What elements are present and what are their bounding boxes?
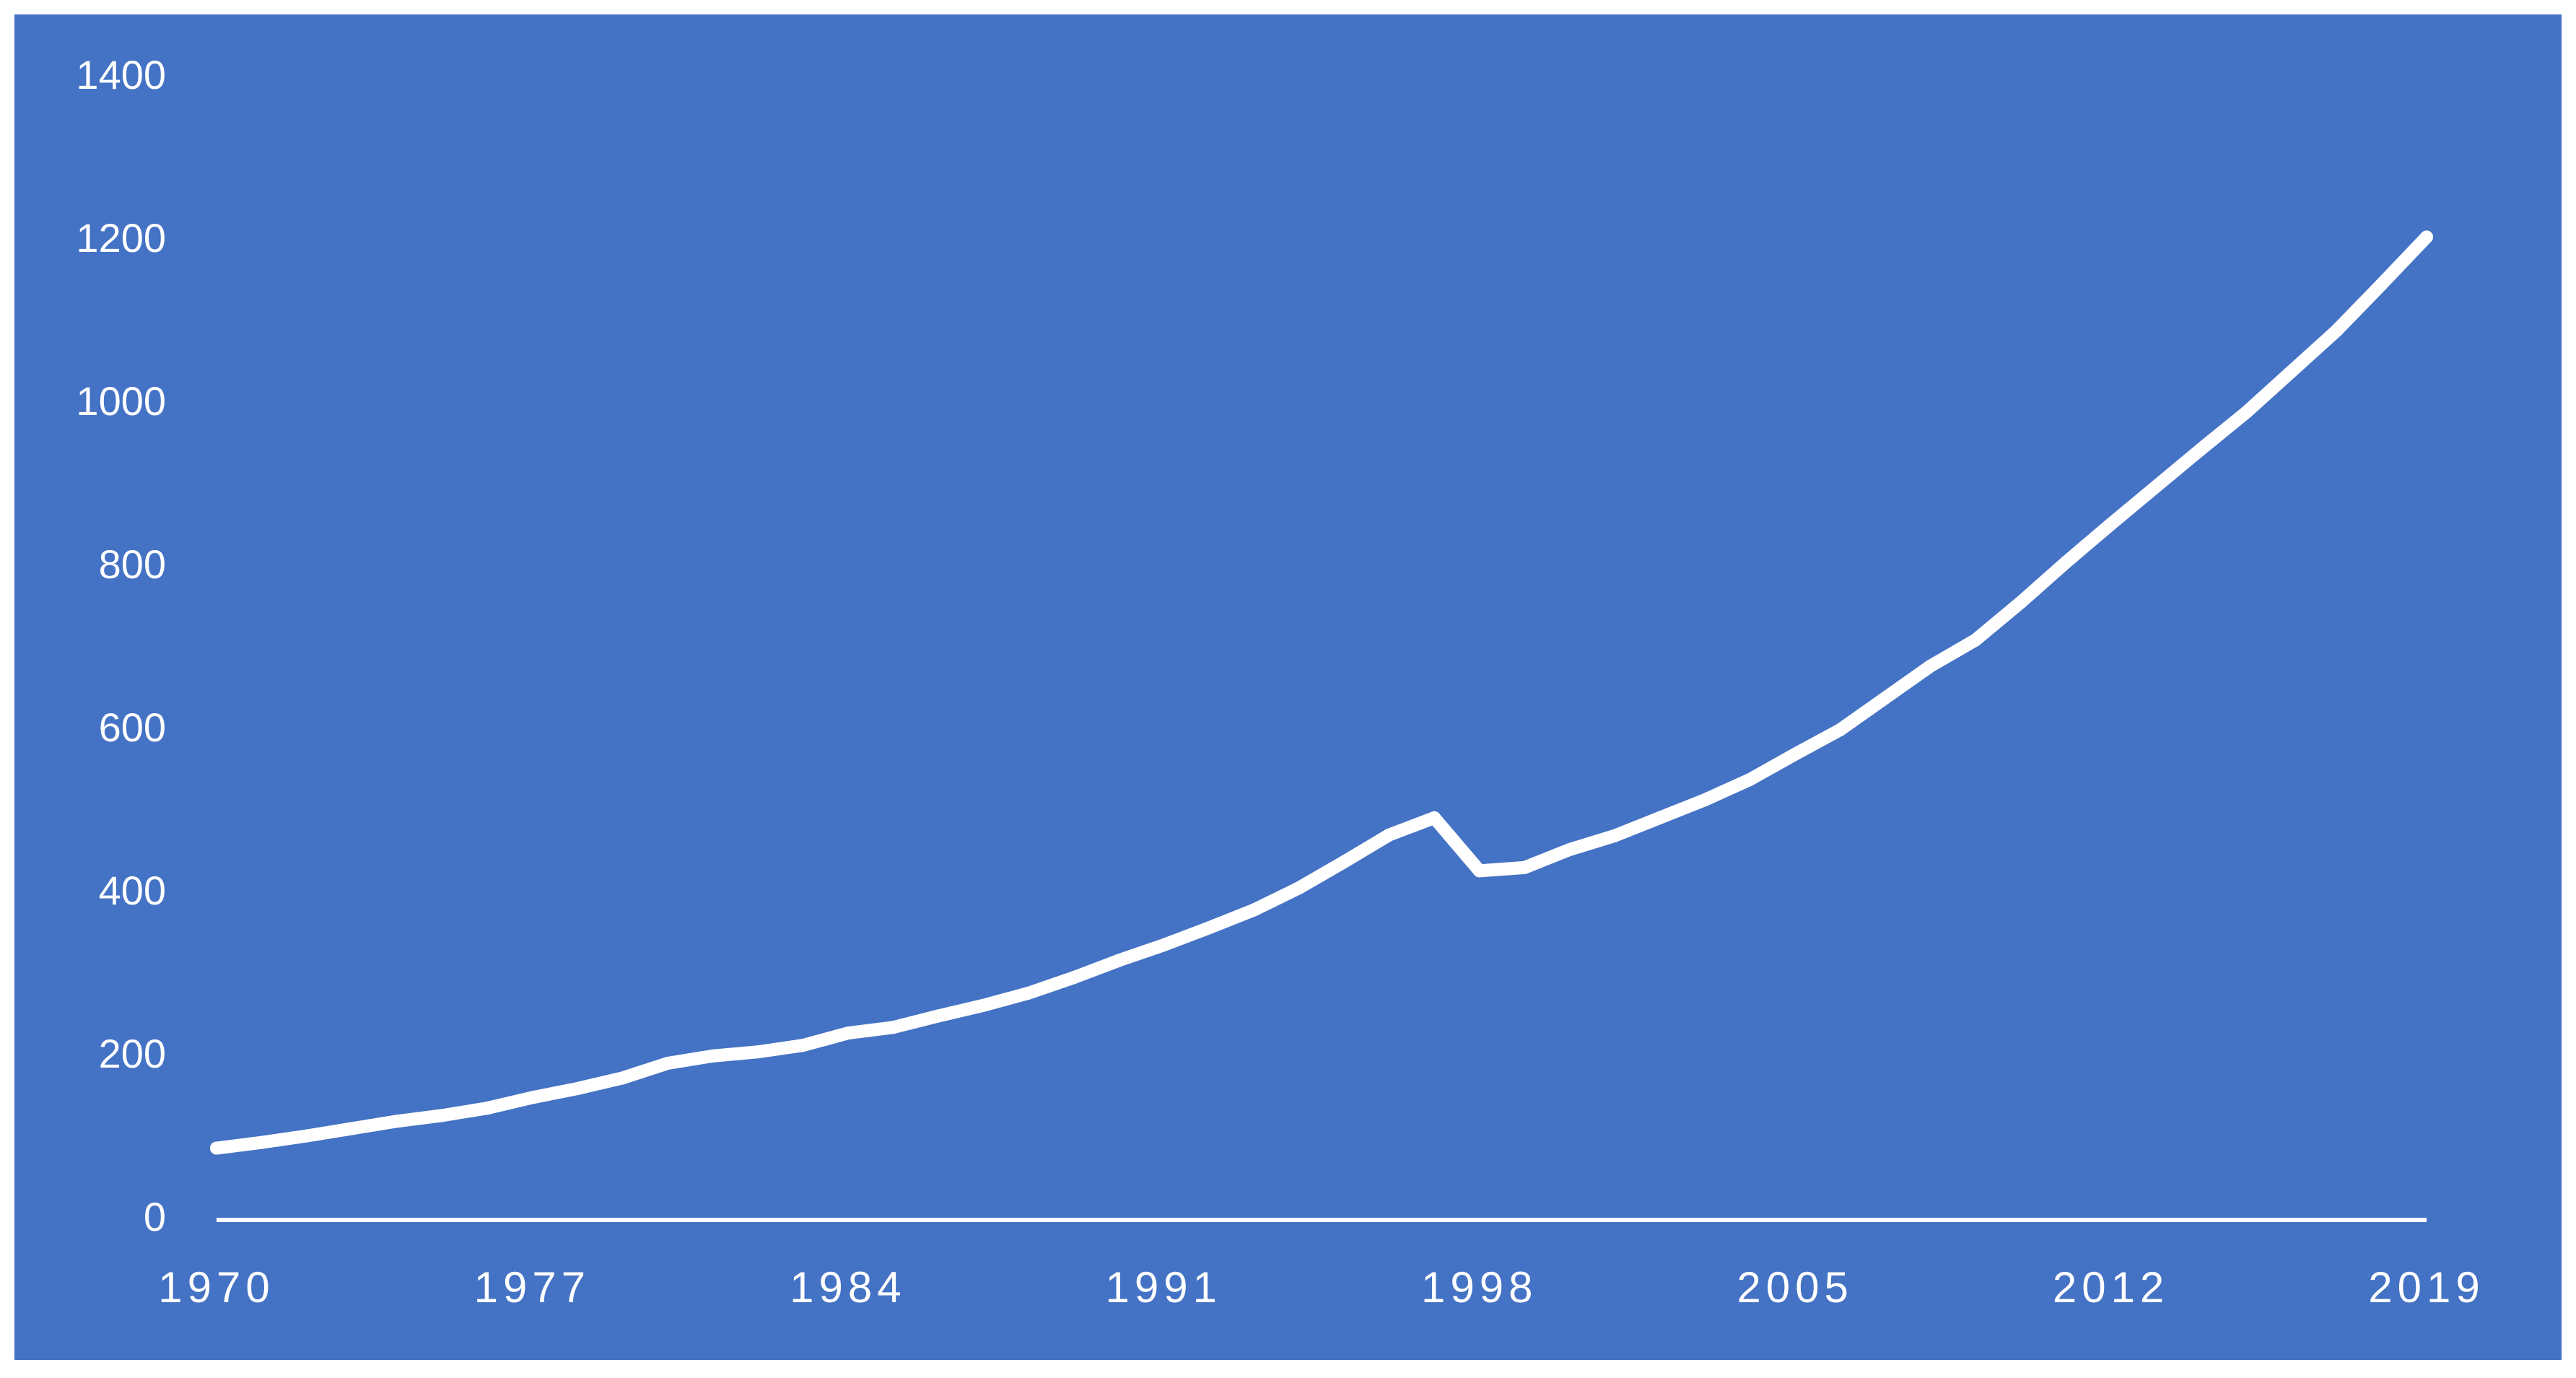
data-point-1997 bbox=[1428, 811, 1441, 824]
data-point-2003 bbox=[1698, 793, 1712, 807]
data-point-1972 bbox=[300, 1129, 313, 1143]
data-point-2009 bbox=[1969, 633, 1983, 647]
x-tick-label-1984: 1984 bbox=[790, 1263, 906, 1312]
data-point-1971 bbox=[255, 1135, 268, 1149]
data-point-2015 bbox=[2240, 406, 2253, 419]
data-point-1974 bbox=[390, 1115, 403, 1128]
data-point-1987 bbox=[977, 998, 990, 1012]
data-point-1991 bbox=[1157, 938, 1171, 952]
data-point-1976 bbox=[480, 1102, 494, 1115]
data-point-2010 bbox=[2014, 596, 2027, 609]
data-point-2011 bbox=[2059, 556, 2073, 570]
y-tick-label-800: 800 bbox=[99, 541, 166, 587]
data-point-2007 bbox=[1879, 691, 1892, 705]
y-axis-tick-labels: 0 200 400 600 800 1000 1200 1400 bbox=[76, 52, 166, 1239]
data-point-1983 bbox=[796, 1039, 810, 1052]
data-point-1994 bbox=[1292, 881, 1306, 895]
x-tick-label-2019: 2019 bbox=[2368, 1263, 2484, 1312]
x-tick-label-1991: 1991 bbox=[1106, 1263, 1222, 1312]
data-point-2017 bbox=[2330, 324, 2344, 338]
series-line bbox=[210, 230, 2433, 1155]
drop-lines bbox=[214, 237, 2429, 1220]
y-tick-label-200: 200 bbox=[99, 1031, 166, 1076]
data-point-1984 bbox=[841, 1026, 855, 1040]
y-tick-label-1400: 1400 bbox=[76, 52, 166, 97]
y-tick-label-0: 0 bbox=[144, 1194, 166, 1239]
data-point-2018 bbox=[2375, 277, 2388, 291]
data-point-2004 bbox=[1743, 772, 1757, 786]
data-point-2016 bbox=[2284, 365, 2298, 378]
x-tick-label-1970: 1970 bbox=[158, 1263, 274, 1312]
data-point-1977 bbox=[525, 1091, 539, 1104]
data-point-1986 bbox=[931, 1009, 945, 1023]
data-point-1992 bbox=[1202, 921, 1215, 935]
data-point-1999 bbox=[1518, 860, 1532, 874]
data-point-1979 bbox=[616, 1071, 629, 1085]
x-axis-tick-labels: 1970 1977 1984 1991 1998 2005 2012 2019 bbox=[158, 1263, 2484, 1312]
data-point-2000 bbox=[1563, 842, 1576, 856]
data-point-1998 bbox=[1472, 864, 1486, 878]
y-tick-label-1000: 1000 bbox=[76, 378, 166, 424]
x-tick-label-1998: 1998 bbox=[1421, 1263, 1537, 1312]
data-point-2002 bbox=[1653, 811, 1667, 824]
data-point-2005 bbox=[1789, 747, 1802, 761]
data-point-2006 bbox=[1833, 723, 1847, 736]
data-point-2013 bbox=[2149, 480, 2163, 494]
data-point-1982 bbox=[751, 1045, 764, 1059]
y-tick-label-400: 400 bbox=[99, 868, 166, 913]
y-tick-label-1200: 1200 bbox=[76, 215, 166, 261]
data-point-1995 bbox=[1337, 855, 1351, 868]
data-point-1996 bbox=[1382, 828, 1396, 842]
x-tick-label-2005: 2005 bbox=[1737, 1263, 1853, 1312]
x-tick-label-1977: 1977 bbox=[474, 1263, 590, 1312]
x-tick-label-2012: 2012 bbox=[2053, 1263, 2169, 1312]
data-point-1988 bbox=[1021, 986, 1035, 1000]
data-point-1980 bbox=[660, 1057, 674, 1070]
data-point-1985 bbox=[886, 1021, 900, 1034]
data-point-1970 bbox=[210, 1141, 223, 1155]
data-point-1973 bbox=[345, 1122, 359, 1135]
y-tick-label-600: 600 bbox=[99, 705, 166, 750]
data-point-1978 bbox=[570, 1082, 584, 1096]
data-point-2001 bbox=[1608, 829, 1622, 842]
data-point-1975 bbox=[435, 1109, 449, 1122]
data-point-2012 bbox=[2104, 518, 2118, 531]
data-point-1989 bbox=[1067, 971, 1080, 985]
data-point-1990 bbox=[1112, 954, 1125, 967]
data-point-2019 bbox=[2420, 230, 2433, 244]
data-point-2014 bbox=[2194, 442, 2208, 456]
data-point-1993 bbox=[1247, 903, 1261, 917]
data-point-2008 bbox=[1924, 659, 1937, 673]
data-point-1981 bbox=[706, 1049, 720, 1063]
data-points bbox=[210, 230, 2433, 1155]
